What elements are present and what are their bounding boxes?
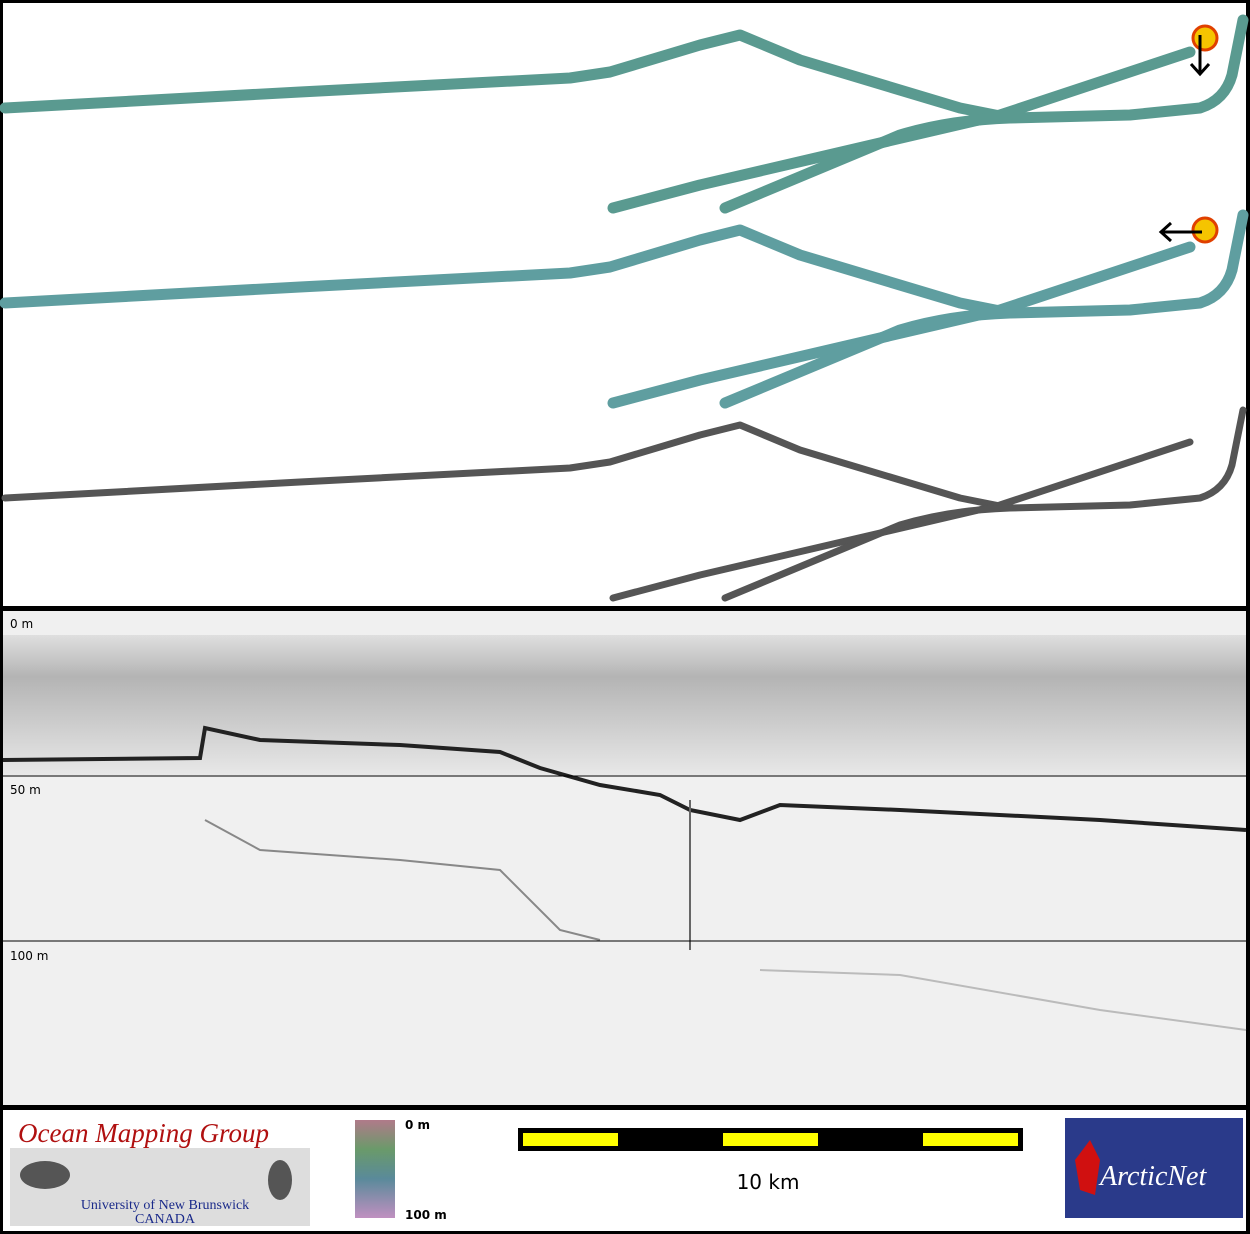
- scale-bar-segment: [523, 1133, 618, 1146]
- multiple: [759, 969, 1247, 1031]
- logo-text: University of New Brunswick: [81, 1198, 249, 1213]
- water-column-noise: [3, 635, 1246, 775]
- depth-label: 50 m: [10, 783, 41, 797]
- logo-text: CANADA: [135, 1212, 196, 1227]
- color-scale: [355, 1120, 395, 1218]
- logo-image: [10, 1148, 310, 1226]
- color-scale-label: 0 m: [405, 1118, 430, 1132]
- logo-title: Ocean Mapping Group: [18, 1118, 269, 1148]
- logo-icon: [268, 1160, 292, 1200]
- partner-logo-text: ArcticNet: [1098, 1161, 1207, 1192]
- scale-bar-label: 10 km: [737, 1170, 800, 1194]
- logo-icon: [20, 1161, 70, 1189]
- seabed: [2, 725, 1247, 832]
- multiple: [204, 819, 601, 941]
- maple-leaf: [1075, 1140, 1100, 1195]
- scale-bar-segment: [723, 1133, 818, 1146]
- depth-label: 0 m: [10, 617, 33, 631]
- depth-label: 100 m: [10, 949, 48, 963]
- marker: [1158, 24, 1219, 244]
- color-scale-label: 100 m: [405, 1208, 447, 1222]
- scale-bar-segment: [923, 1133, 1018, 1146]
